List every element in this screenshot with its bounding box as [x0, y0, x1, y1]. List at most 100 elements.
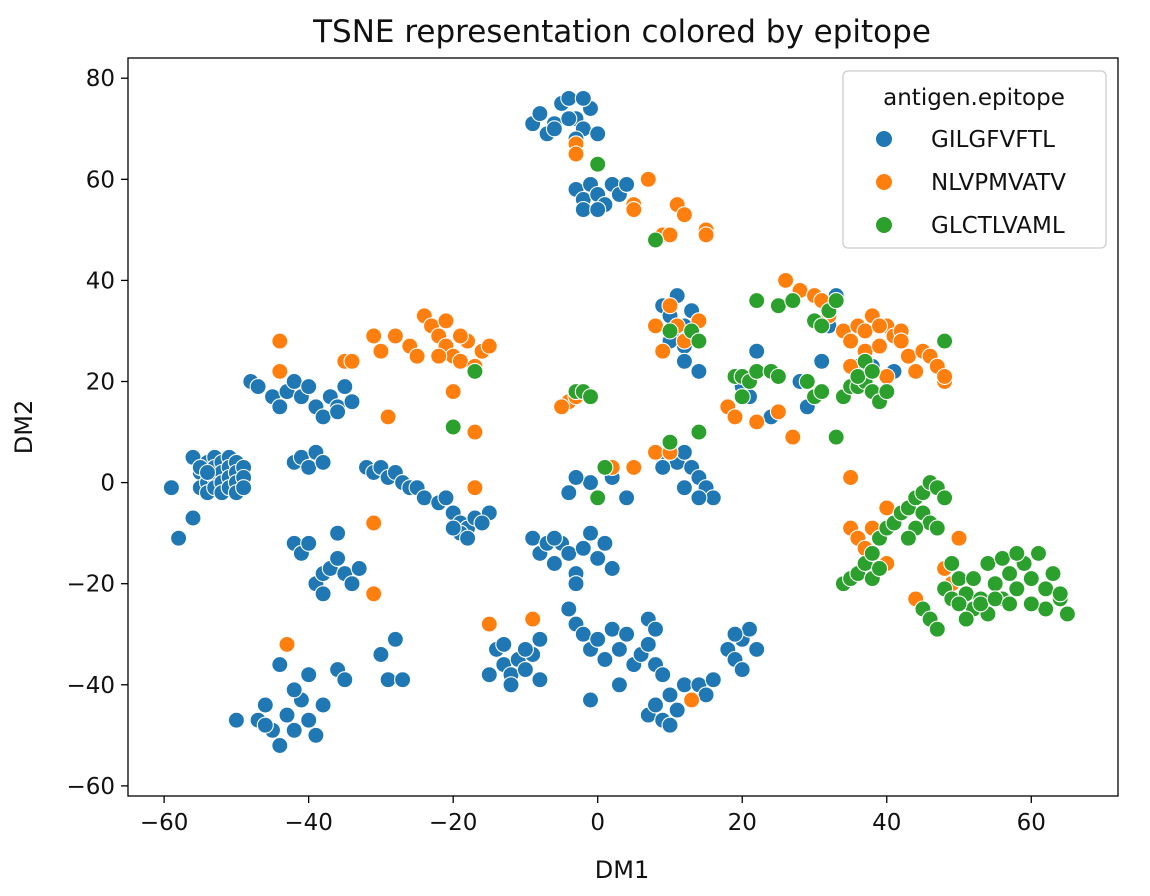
point-glctlvaml-93 [957, 610, 975, 628]
point-glctlvaml-95 [986, 590, 1004, 608]
point-glctlvaml-23 [784, 292, 802, 310]
point-glctlvaml-34 [878, 383, 896, 401]
plot-area-frame [127, 57, 1119, 797]
legend-marker-gilgfvftl [875, 130, 893, 148]
point-gilgfvftl-161 [740, 620, 759, 638]
point-gilgfvftl-133 [589, 630, 607, 648]
point-gilgfvftl-2 [184, 509, 202, 527]
point-nlvpmvatv-100 [661, 226, 679, 244]
point-nlvpmvatv-59 [784, 428, 802, 446]
point-gilgfvftl-129 [560, 600, 578, 618]
legend-marker-nlvpmvatv [875, 173, 893, 191]
point-gilgfvftl-42 [336, 378, 354, 396]
point-gilgfvftl-98 [379, 671, 397, 689]
point-nlvpmvatv-36 [553, 398, 571, 416]
x-tick-label: −40 [284, 810, 333, 836]
point-glctlvaml-15 [733, 388, 751, 406]
point-gilgfvftl-128 [567, 575, 585, 593]
point-glctlvaml-1 [444, 418, 462, 436]
point-gilgfvftl-210 [654, 458, 672, 476]
point-glctlvaml-4 [581, 388, 600, 406]
point-nlvpmvatv-31 [683, 691, 701, 709]
point-nlvpmvatv-57 [748, 413, 766, 431]
x-tick-label: −20 [429, 810, 478, 836]
legend: antigen.epitope GILGFVFTL NLVPMVATV GLCT… [842, 70, 1107, 249]
point-nlvpmvatv-84 [936, 367, 954, 386]
point-glctlvaml-7 [589, 155, 607, 173]
point-glctlvaml-81 [1029, 544, 1048, 562]
point-glctlvaml-89 [1058, 605, 1076, 623]
point-glctlvaml-35 [849, 367, 867, 386]
point-nlvpmvatv-0 [271, 332, 289, 350]
point-gilgfvftl-137 [618, 625, 636, 643]
point-glctlvaml-85 [1008, 544, 1026, 562]
point-gilgfvftl-123 [581, 524, 600, 542]
x-tick-label: 0 [590, 810, 605, 836]
point-nlvpmvatv-49 [646, 317, 665, 335]
y-tick-label: 80 [86, 66, 115, 92]
x-tick-label: 40 [872, 810, 901, 836]
point-nlvpmvatv-25 [466, 479, 484, 497]
point-gilgfvftl-228 [618, 489, 636, 507]
point-gilgfvftl-72 [300, 534, 318, 552]
point-glctlvaml-42 [936, 332, 954, 350]
point-glctlvaml-26 [813, 383, 831, 401]
point-nlvpmvatv-21 [451, 327, 469, 345]
y-tick-label: −20 [66, 572, 115, 598]
point-gilgfvftl-142 [654, 666, 672, 684]
y-tick-label: 40 [86, 268, 115, 294]
chart-title: TSNE representation colored by epitope [312, 14, 931, 50]
point-gilgfvftl-115 [524, 529, 542, 547]
y-tick-label: −60 [66, 774, 115, 800]
point-nlvpmvatv-26 [365, 514, 383, 532]
point-gilgfvftl-126 [603, 559, 621, 578]
point-glctlvaml-24 [798, 372, 816, 391]
point-gilgfvftl-79 [350, 559, 368, 578]
point-glctlvaml-75 [986, 575, 1004, 593]
point-gilgfvftl-120 [560, 544, 578, 562]
point-gilgfvftl-49 [343, 393, 361, 411]
y-tick-label: 0 [100, 471, 115, 497]
point-nlvpmvatv-8 [408, 347, 426, 365]
point-glctlvaml-0 [466, 362, 484, 380]
point-glctlvaml-6 [589, 489, 607, 507]
point-glctlvaml-91 [1051, 585, 1069, 603]
point-nlvpmvatv-75 [907, 362, 925, 380]
point-gilgfvftl-164 [733, 661, 751, 679]
point-nlvpmvatv-48 [697, 226, 715, 244]
point-gilgfvftl-103 [480, 666, 498, 684]
point-gilgfvftl-202 [675, 443, 693, 461]
point-glctlvaml-57 [936, 489, 954, 507]
point-nlvpmvatv-83 [892, 332, 910, 350]
point-gilgfvftl-31 [249, 378, 267, 396]
point-gilgfvftl-208 [675, 479, 693, 497]
y-tick-label: 60 [86, 167, 115, 193]
point-gilgfvftl-101 [227, 711, 245, 729]
point-gilgfvftl-81 [314, 585, 332, 603]
point-gilgfvftl-176 [560, 110, 578, 128]
point-gilgfvftl-111 [502, 676, 520, 694]
point-nlvpmvatv-51 [661, 297, 679, 315]
point-gilgfvftl-0 [162, 479, 180, 497]
point-nlvpmvatv-82 [870, 317, 889, 335]
point-gilgfvftl-162 [748, 640, 766, 658]
point-gilgfvftl-86 [278, 706, 296, 724]
point-gilgfvftl-69 [444, 519, 462, 537]
point-nlvpmvatv-86 [842, 468, 860, 487]
point-nlvpmvatv-4 [365, 327, 383, 345]
point-glctlvaml-5 [596, 458, 614, 476]
legend-label-glctlvaml: GLCTLVAML [931, 213, 1065, 239]
point-nlvpmvatv-50 [654, 342, 672, 360]
point-gilgfvftl-87 [285, 721, 303, 739]
point-gilgfvftl-113 [531, 630, 549, 648]
point-glctlvaml-94 [972, 595, 990, 613]
points-layer [162, 89, 1076, 755]
point-gilgfvftl-91 [314, 696, 332, 714]
point-gilgfvftl-76 [329, 549, 347, 567]
point-gilgfvftl-149 [668, 701, 686, 719]
point-nlvpmvatv-42 [639, 170, 657, 188]
point-gilgfvftl-35 [285, 372, 303, 391]
point-gilgfvftl-196 [690, 362, 708, 380]
point-nlvpmvatv-56 [726, 408, 744, 426]
point-gilgfvftl-170 [560, 89, 578, 107]
